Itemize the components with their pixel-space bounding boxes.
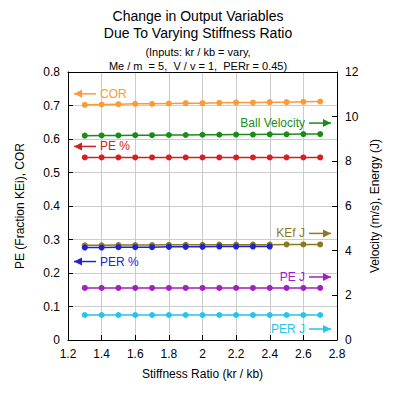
svg-text:0: 0 <box>345 333 352 347</box>
svg-text:2.4: 2.4 <box>261 347 278 361</box>
svg-text:0.8: 0.8 <box>43 65 60 79</box>
svg-text:4: 4 <box>345 244 352 258</box>
svg-text:8: 8 <box>345 154 352 168</box>
svg-text:0.2: 0.2 <box>43 266 60 280</box>
svg-text:KEf J: KEf J <box>276 226 305 240</box>
svg-text:PE %: PE % <box>100 139 130 153</box>
svg-text:2.2: 2.2 <box>228 347 245 361</box>
svg-text:0.6: 0.6 <box>43 132 60 146</box>
svg-text:6: 6 <box>345 199 352 213</box>
svg-text:PER %: PER % <box>100 255 139 269</box>
svg-text:COR: COR <box>100 87 127 101</box>
svg-text:Due To Varying Stiffness Ratio: Due To Varying Stiffness Ratio <box>104 25 293 41</box>
svg-text:(Inputs: kr / kb = vary,: (Inputs: kr / kb = vary, <box>145 46 250 58</box>
svg-text:10: 10 <box>345 110 359 124</box>
svg-text:0.5: 0.5 <box>43 166 60 180</box>
svg-text:1.8: 1.8 <box>161 347 178 361</box>
svg-text:Stiffness Ratio (kr / kb): Stiffness Ratio (kr / kb) <box>142 367 263 381</box>
svg-text:1.6: 1.6 <box>127 347 144 361</box>
svg-text:0.4: 0.4 <box>43 199 60 213</box>
svg-text:0: 0 <box>53 333 60 347</box>
svg-text:0.1: 0.1 <box>43 300 60 314</box>
svg-text:Me / m = 5, V / v = 1, PERr: Me / m = 5, V / v = 1, PERr = 0.45) <box>109 60 287 72</box>
svg-text:2: 2 <box>199 347 206 361</box>
svg-text:12: 12 <box>345 65 359 79</box>
svg-text:PE J: PE J <box>280 270 305 284</box>
svg-text:PE (Fraction KEi), COR: PE (Fraction KEi), COR <box>13 143 27 269</box>
svg-text:PER J: PER J <box>271 322 305 336</box>
svg-text:2.6: 2.6 <box>295 347 312 361</box>
svg-text:Velocity (m/s), Energy (J): Velocity (m/s), Energy (J) <box>368 139 382 273</box>
svg-text:1.4: 1.4 <box>93 347 110 361</box>
svg-text:1.2: 1.2 <box>60 347 77 361</box>
svg-text:0.7: 0.7 <box>43 99 60 113</box>
svg-text:2.8: 2.8 <box>329 347 346 361</box>
svg-text:2: 2 <box>345 288 352 302</box>
svg-text:0.3: 0.3 <box>43 233 60 247</box>
svg-text:Ball Velocity: Ball Velocity <box>240 116 305 130</box>
svg-text:Change in Output Variables: Change in Output Variables <box>113 8 284 24</box>
